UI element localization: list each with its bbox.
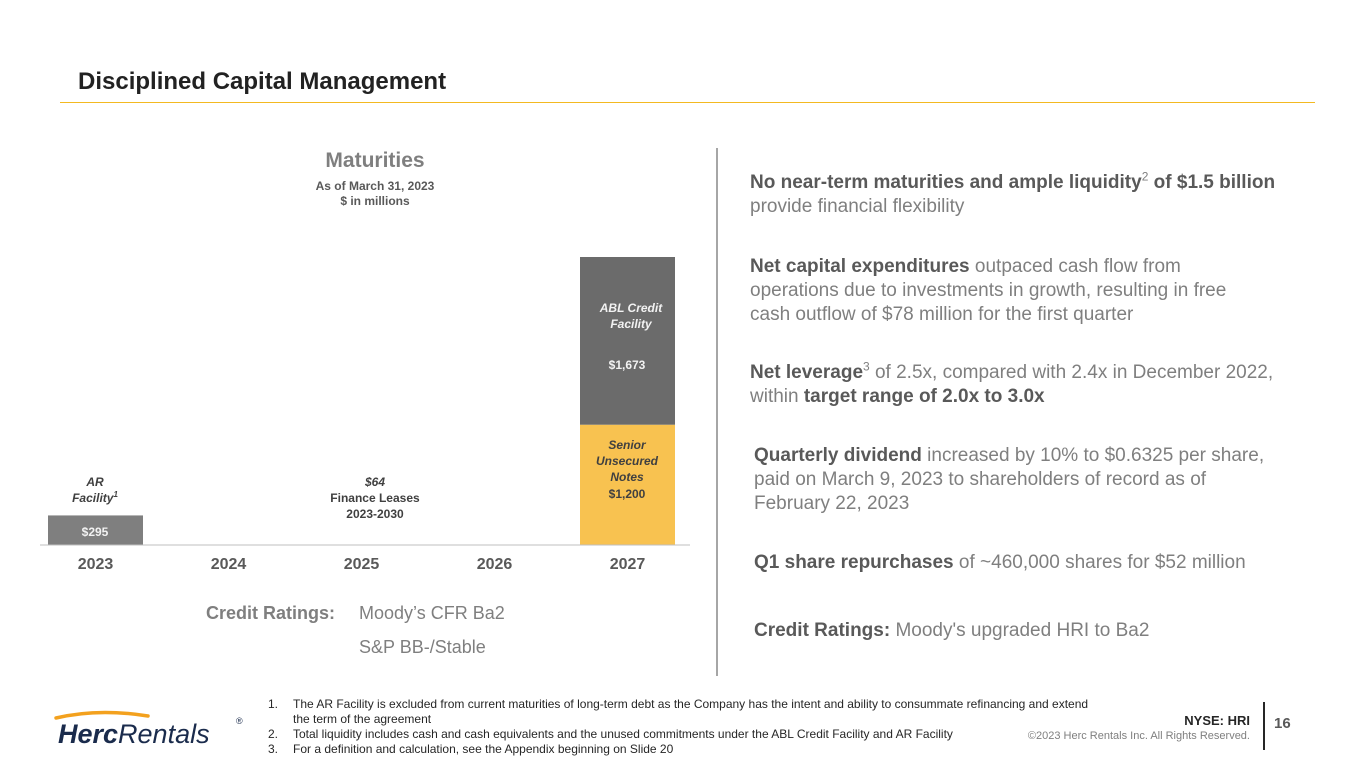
senior-name-label-1: Senior	[608, 438, 647, 452]
abl-name-label-2: Facility	[610, 317, 653, 331]
bar-ar-facility-2023	[48, 515, 143, 545]
page-number: 16	[1274, 715, 1291, 732]
chart-subtitle-date: As of March 31, 2023	[315, 179, 435, 193]
chart-title: Maturities	[325, 149, 425, 172]
point-capex: Net capital expenditures outpaced cash f…	[750, 255, 1270, 327]
point-capex-text: outpaced cash flow from operations due t…	[750, 256, 1227, 325]
point-credit-ratings-bold: Credit Ratings:	[754, 620, 891, 641]
credit-ratings-label: Credit Ratings:	[206, 603, 336, 623]
point-liquidity: No near-term maturities and ample liquid…	[750, 171, 1310, 219]
footnote-number: 1.	[268, 697, 279, 711]
point-leverage-bold: Net leverage	[750, 362, 864, 383]
point-dividend-text: increased by 10% to $0.6325 per share, p…	[754, 445, 1265, 514]
footnote: 2. Total liquidity includes cash and cash…	[268, 727, 1098, 742]
x-tick-label-2027: 2027	[610, 556, 646, 573]
point-credit-ratings-text: Moody's upgraded HRI to Ba2	[890, 620, 1150, 641]
chart-subtitle-units: $ in millions	[340, 194, 410, 208]
title-rule	[60, 102, 1315, 103]
point-liquidity-sup: 2	[1141, 169, 1149, 184]
maturities-chart: 2023 2024 2025 2026 2027 $295 AR Facility1 $…	[40, 257, 690, 573]
ar-name-label-2: Facility1	[72, 490, 118, 505]
credit-rating-moodys: Moody’s CFR Ba2	[359, 603, 505, 623]
point-leverage-text: of 2.5x, compared with 2.4x in December …	[750, 362, 1274, 407]
footnote: 3. For a definition and calculation, see …	[268, 742, 1098, 757]
credit-rating-sp: S&P BB-/Stable	[359, 637, 486, 657]
point-credit-ratings: Credit Ratings: Moody's upgraded HRI to …	[754, 619, 1314, 643]
point-dividend-bold: Quarterly dividend	[754, 445, 922, 466]
page-title: Disciplined Capital Management	[78, 68, 447, 95]
senior-name-label-2: Unsecured	[596, 454, 659, 468]
x-tick-labels: 2023 2024 2025 2026 2027	[78, 556, 646, 573]
herc-rentals-logo: HercRentals ®	[54, 710, 243, 748]
copyright: ©2023 Herc Rentals Inc. All Rights Reser…	[1027, 730, 1250, 742]
abl-name-label-1: ABL Credit	[599, 301, 663, 315]
point-leverage-sup: 3	[863, 359, 870, 374]
x-tick-label-2023: 2023	[78, 556, 114, 573]
ar-name-label-1: AR	[85, 475, 104, 489]
senior-name-label-3: Notes	[610, 470, 644, 484]
lease-name-label: Finance Leases	[330, 491, 420, 505]
vertical-divider	[716, 148, 718, 676]
footnotes: 1. The AR Facility is excluded from curre…	[268, 697, 1098, 757]
point-capex-bold: Net capital expenditures	[750, 256, 970, 277]
footnote-text: For a definition and calculation, see th…	[293, 742, 674, 756]
footnote: 1. The AR Facility is excluded from curre…	[268, 697, 1098, 727]
page-number-rule	[1263, 702, 1265, 750]
point-liquidity-bold-2: of $1.5 billion	[1148, 172, 1276, 193]
stock-ticker: NYSE: HRI	[1184, 713, 1250, 728]
point-liquidity-text: provide financial flexibility	[750, 196, 965, 217]
ar-name-text: Facility	[72, 491, 115, 505]
bar-senior-unsecured-notes-2027	[580, 424, 675, 545]
point-repurchases-text: of ~460,000 shares for $52 million	[953, 552, 1246, 573]
point-repurchases-bold: Q1 share repurchases	[754, 552, 954, 573]
point-liquidity-bold: No near-term maturities and ample liquid…	[750, 172, 1142, 193]
logo-registered: ®	[236, 716, 243, 726]
x-tick-label-2024: 2024	[211, 556, 247, 573]
point-leverage: Net leverage3 of 2.5x, compared with 2.4…	[750, 361, 1280, 409]
x-tick-label-2025: 2025	[344, 556, 380, 573]
point-dividend: Quarterly dividend increased by 10% to $…	[754, 444, 1284, 516]
footnote-number: 2.	[268, 727, 279, 741]
footnote-text: Total liquidity includes cash and cash e…	[293, 727, 953, 741]
ar-value-label: $295	[82, 525, 109, 539]
point-leverage-bold-2: target range of 2.0x to 3.0x	[803, 386, 1045, 407]
logo-herc: Herc	[58, 719, 118, 748]
lease-value-label: $64	[364, 475, 385, 489]
bar-abl-credit-facility-2027	[580, 257, 675, 425]
chart-bars	[48, 257, 675, 545]
abl-value-label: $1,673	[609, 358, 646, 372]
footnote-text: The AR Facility is excluded from current…	[293, 697, 1089, 726]
lease-period-label: 2023-2030	[346, 507, 404, 521]
point-repurchases: Q1 share repurchases of ~460,000 shares …	[754, 551, 1314, 575]
footnote-number: 3.	[268, 742, 279, 756]
logo-swoosh-icon	[54, 710, 150, 720]
logo-word-herc: HercRentals	[58, 719, 210, 748]
ar-footnote-sup: 1	[113, 490, 118, 499]
logo-rentals: Rentals	[118, 719, 210, 748]
x-tick-label-2026: 2026	[477, 556, 513, 573]
senior-value-label: $1,200	[609, 487, 646, 501]
